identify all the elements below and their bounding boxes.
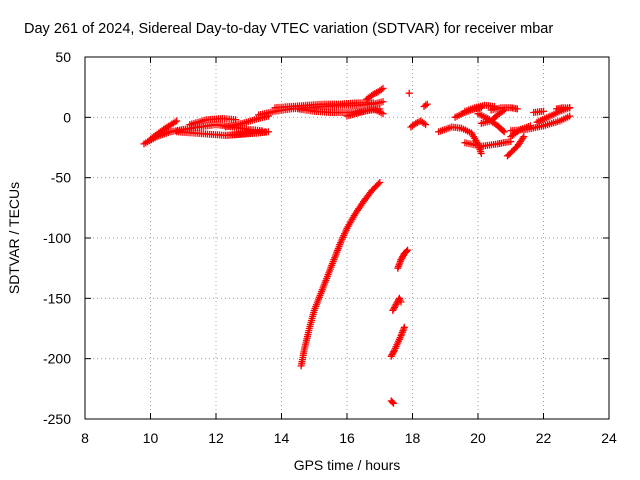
series-arc-b bbox=[147, 117, 181, 143]
series-arc-t bbox=[435, 123, 485, 157]
x-tick-label: 10 bbox=[143, 430, 159, 446]
data-points bbox=[140, 84, 574, 407]
axis-ticks bbox=[84, 56, 610, 420]
x-tick-label: 22 bbox=[536, 430, 552, 446]
x-tick-label: 14 bbox=[274, 430, 290, 446]
series-arc-h bbox=[271, 99, 377, 112]
series-arc-ae bbox=[530, 107, 547, 116]
data-point-markers bbox=[487, 104, 521, 114]
series-arc-af bbox=[553, 104, 574, 113]
data-point-markers bbox=[387, 323, 408, 360]
data-point-markers bbox=[297, 179, 384, 370]
data-point-markers bbox=[407, 117, 430, 131]
chart-title: Day 261 of 2024, Sidereal Day-to-day VTE… bbox=[24, 21, 553, 37]
data-point-markers bbox=[420, 100, 431, 110]
data-point-markers bbox=[222, 128, 269, 139]
series-arc-s bbox=[407, 117, 430, 131]
data-point-markers bbox=[553, 104, 574, 113]
data-point-markers bbox=[504, 133, 528, 160]
series-arc-f bbox=[222, 128, 269, 139]
x-tick-label: 18 bbox=[405, 430, 421, 446]
data-point-markers bbox=[363, 84, 387, 103]
data-point-markers bbox=[387, 397, 397, 407]
y-tick-label: 0 bbox=[63, 109, 71, 125]
data-point-markers bbox=[147, 117, 181, 143]
data-point-markers bbox=[451, 104, 485, 121]
x-axis-tick-labels: 8 10 12 14 16 18 20 22 24 bbox=[81, 430, 617, 446]
y-tick-label: 50 bbox=[55, 49, 71, 65]
data-point-markers bbox=[343, 105, 387, 120]
series-arc-x bbox=[477, 106, 508, 127]
series-arc-r bbox=[420, 100, 431, 110]
x-tick-label: 16 bbox=[339, 430, 355, 446]
data-point-markers bbox=[477, 106, 508, 127]
series-arc-q bbox=[405, 89, 413, 97]
series-arc-c bbox=[173, 128, 272, 139]
series-arc-ac bbox=[507, 112, 574, 135]
series-arc-v bbox=[451, 104, 485, 121]
y-tick-label: -50 bbox=[51, 170, 71, 186]
series-arc-m bbox=[394, 246, 412, 272]
data-point-markers bbox=[461, 138, 515, 150]
data-point-markers bbox=[530, 107, 547, 116]
series-arc-p bbox=[387, 397, 397, 407]
data-point-markers bbox=[435, 123, 485, 157]
data-point-markers bbox=[271, 99, 377, 112]
series-arc-n bbox=[389, 294, 405, 314]
x-tick-label: 12 bbox=[208, 430, 224, 446]
y-tick-label: -200 bbox=[43, 351, 71, 367]
x-tick-label: 20 bbox=[470, 430, 486, 446]
series-arc-aa bbox=[504, 133, 528, 160]
x-axis-label: GPS time / hours bbox=[294, 457, 401, 473]
x-tick-label: 8 bbox=[81, 430, 89, 446]
series-arc-j bbox=[363, 84, 387, 103]
data-point-markers bbox=[186, 115, 240, 129]
series-arc-z bbox=[487, 104, 521, 114]
series-arc-k bbox=[343, 105, 387, 120]
series-arc-d bbox=[186, 115, 240, 129]
data-point-markers bbox=[405, 89, 413, 97]
series-arc-y bbox=[461, 138, 515, 150]
y-tick-label: -100 bbox=[43, 230, 71, 246]
data-point-markers bbox=[173, 128, 272, 139]
data-point-markers bbox=[389, 294, 405, 314]
y-tick-label: -250 bbox=[43, 411, 71, 427]
series-arc-l bbox=[297, 179, 384, 370]
data-point-markers bbox=[394, 246, 412, 272]
y-axis-tick-labels: 50 0 -50 -100 -150 -200 -250 bbox=[43, 49, 71, 427]
series-arc-o bbox=[387, 323, 408, 360]
data-point-markers bbox=[507, 112, 574, 135]
x-tick-label: 24 bbox=[601, 430, 617, 446]
y-tick-label: -150 bbox=[43, 290, 71, 306]
y-axis-label: SDTVAR / TECUs bbox=[6, 182, 22, 294]
